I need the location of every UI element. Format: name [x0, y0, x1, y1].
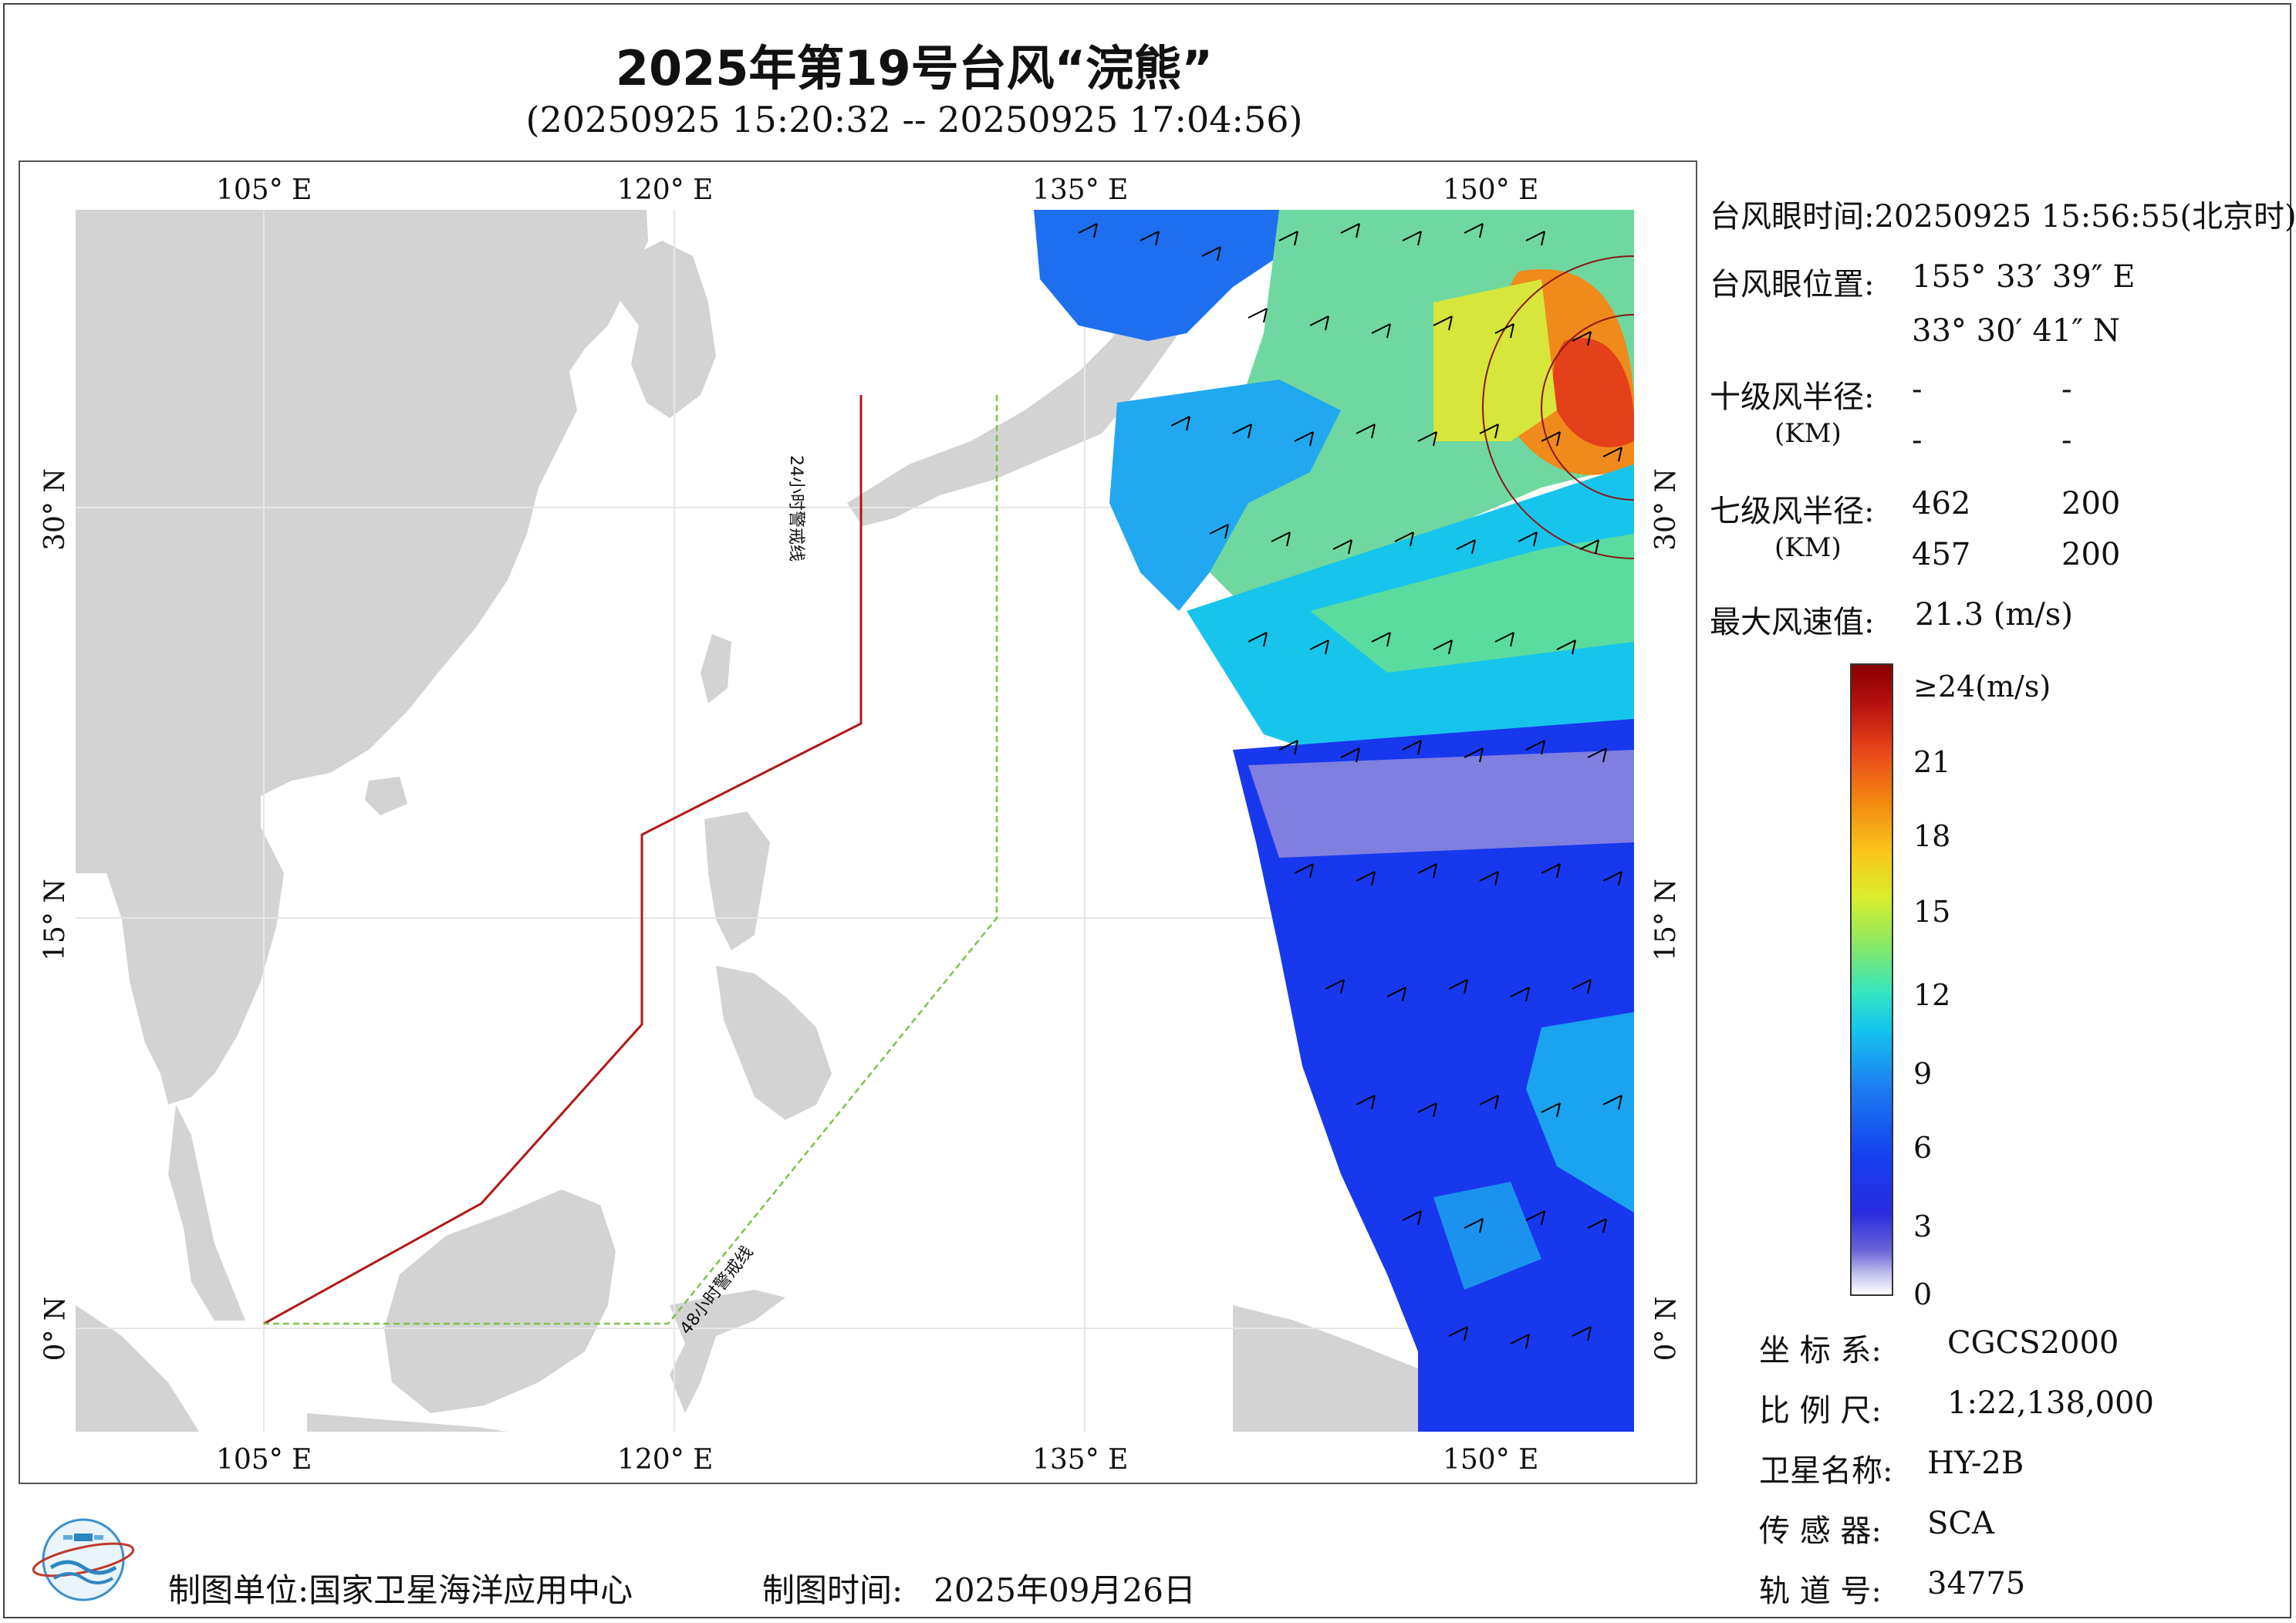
colorbar-tick-3: 3 — [1913, 1210, 1933, 1243]
wind-field-map — [76, 210, 1634, 1432]
lon-label-top-150: 150° E — [1443, 174, 1539, 206]
lat-label-right-0: 0° N — [1650, 1296, 1683, 1361]
lat-label-left-30: 30° N — [39, 468, 71, 551]
warning-line-24h-label: 24小时警戒线 — [786, 455, 805, 562]
java — [307, 1413, 508, 1432]
orbit-value: 34775 — [1927, 1566, 2026, 1601]
r7-value-3: 457 — [1912, 537, 1971, 572]
r10-label: 十级风半径: — [1710, 380, 1875, 415]
lon-label-bottom-120: 120° E — [617, 1444, 714, 1476]
r10-value-4: - — [2061, 423, 2072, 458]
malay-peninsula — [168, 1105, 245, 1321]
lon-label-top-135: 135° E — [1032, 174, 1129, 206]
r7-unit: (KM) — [1774, 532, 1842, 563]
swath-east-cyan-patch — [1526, 1012, 1634, 1213]
production-time-value: 2025年09月26日 — [934, 1571, 1196, 1609]
scale-label: 比 例 尺: — [1759, 1393, 1882, 1429]
korean-peninsula — [616, 241, 716, 418]
warning-line-48h — [264, 395, 998, 1325]
philippines-south — [716, 966, 832, 1120]
r10-value-2: - — [2061, 372, 2072, 407]
swath-pale-band — [1248, 750, 1634, 858]
colorbar-tick-9: 9 — [1913, 1057, 1933, 1091]
swath-typhoon-inner — [1552, 338, 1634, 447]
colorbar-tick-18: 18 — [1913, 819, 1951, 853]
r7-value-1: 462 — [1912, 486, 1971, 521]
eye-time-value: 20250925 15:56:55(北京时) — [1874, 199, 2296, 235]
lat-label-right-30: 30° N — [1649, 468, 1682, 551]
lon-label-top-105: 105° E — [216, 174, 312, 206]
lat-label-right-15: 15° N — [1649, 879, 1682, 961]
nsoas-logo-icon — [32, 1518, 135, 1601]
eye-lon-value: 155° 33′ 39″ E — [1912, 259, 2136, 295]
map-subtitle: (20250925 15:20:32 -- 20250925 17:04:56) — [525, 99, 1303, 140]
lon-label-bottom-150: 150° E — [1443, 1444, 1539, 1476]
lon-label-top-120: 120° E — [617, 174, 714, 206]
producer-info: 制图单位:国家卫星海洋应用中心 — [168, 1564, 633, 1611]
production-time-label: 制图时间: — [762, 1571, 903, 1609]
satellite-value: HY-2B — [1927, 1446, 2024, 1481]
lon-label-bottom-135: 135° E — [1032, 1444, 1129, 1476]
satellite-label: 卫星名称: — [1759, 1453, 1893, 1489]
colorbar-tick-0: 0 — [1913, 1277, 1933, 1311]
producer-value: 国家卫星海洋应用中心 — [309, 1571, 633, 1609]
r7-label: 七级风半径: — [1710, 494, 1875, 529]
colorbar-tick-21: 21 — [1913, 745, 1951, 779]
sulawesi — [670, 1290, 785, 1413]
r10-value-1: - — [1912, 372, 1923, 407]
wind-speed-colorbar — [1850, 663, 1893, 1296]
swath-central-green — [1310, 534, 1634, 673]
sensor-value: SCA — [1927, 1506, 1994, 1541]
map-title: 2025年第19号台风“浣熊” — [615, 40, 1214, 96]
lat-label-left-15: 15° N — [39, 879, 71, 961]
swath-north-segment — [1034, 210, 1295, 341]
eye-lat-value: 33° 30′ 41″ N — [1912, 313, 2120, 349]
r7-value-4: 200 — [2061, 537, 2121, 572]
r7-value-2: 200 — [2061, 486, 2121, 521]
map-frame — [19, 160, 1697, 1484]
crs-label: 坐 标 系: — [1759, 1333, 1882, 1368]
max-wind-value: 21.3 (m/s) — [1915, 597, 2073, 633]
luzon — [704, 812, 770, 950]
max-wind-label: 最大风速值: — [1710, 605, 1875, 640]
scale-value: 1:22,138,000 — [1947, 1385, 2154, 1421]
eye-time-label: 台风眼时间: — [1710, 199, 1875, 235]
typhoon-wind-circles — [1482, 255, 1634, 559]
colorbar-tick-15: 15 — [1913, 895, 1951, 929]
swath-south-cyan-patch — [1433, 1182, 1541, 1290]
colorbar-tick-6: 6 — [1913, 1131, 1933, 1165]
sumatra — [76, 1305, 199, 1432]
wind-barbs — [1078, 223, 1622, 1349]
lat-label-left-0: 0° N — [39, 1296, 72, 1361]
colorbar-top-label: ≥24(m/s) — [1913, 670, 2051, 704]
production-time: 制图时间: 2025年09月26日 — [762, 1564, 1196, 1611]
wind-speed-swath — [1034, 210, 1634, 1432]
land-area — [76, 210, 1565, 1432]
colorbar-tick-12: 12 — [1913, 978, 1951, 1012]
taiwan — [701, 634, 731, 704]
crs-value: CGCS2000 — [1947, 1325, 2119, 1361]
r10-unit: (KM) — [1774, 418, 1842, 449]
r10-value-3: - — [1912, 423, 1923, 458]
eye-pos-label: 台风眼位置: — [1710, 267, 1875, 302]
swath-middle — [1109, 380, 1341, 611]
producer-label: 制图单位: — [168, 1571, 309, 1609]
asian-mainland — [76, 210, 648, 1105]
lon-label-bottom-105: 105° E — [216, 1444, 312, 1476]
warning-line-24h — [263, 395, 863, 1325]
sensor-label: 传 感 器: — [1759, 1513, 1882, 1549]
orbit-label: 轨 道 号: — [1759, 1574, 1882, 1609]
hainan — [365, 777, 407, 815]
page-border — [3, 3, 2291, 1618]
borneo — [384, 1189, 616, 1413]
swath-east-yellow — [1433, 279, 1557, 441]
